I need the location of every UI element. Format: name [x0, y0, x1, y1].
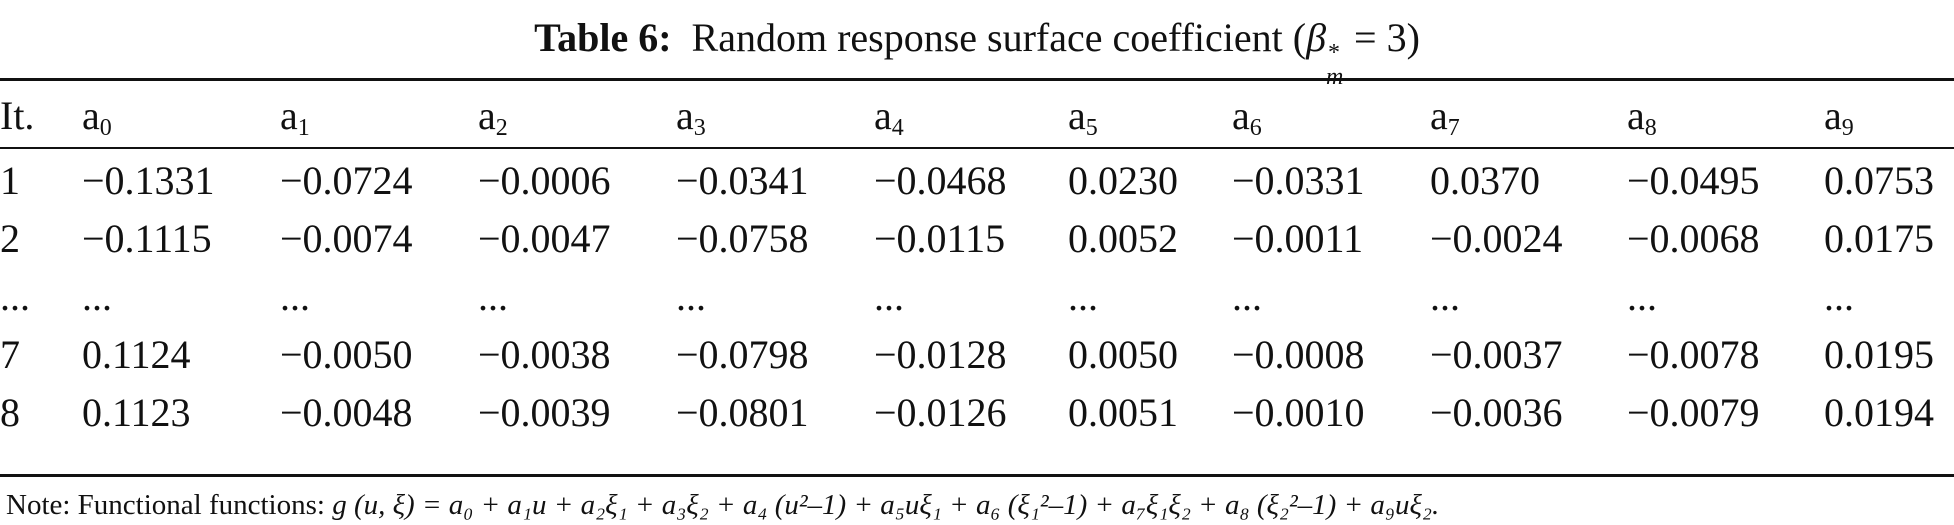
table-cell: ...	[1627, 274, 1657, 319]
table-cell: ...	[874, 274, 904, 319]
table-cell: −0.0037	[1430, 332, 1563, 377]
coefficient-table: It. a0 a1 a2 a3 a4 a5 a6 a7 a8 a9 1 −0.1331 −0.0724 −…	[0, 88, 1954, 442]
table-cell: −0.0008	[1232, 332, 1365, 377]
table-cell: −0.0011	[1232, 216, 1364, 261]
table-cell: −0.0495	[1627, 158, 1760, 203]
header-a4: a4	[874, 93, 904, 141]
table-cell: 0.0195	[1824, 332, 1934, 377]
table-row: .................................	[0, 268, 1954, 326]
header-iteration: It.	[0, 93, 35, 138]
table-cell: −0.0078	[1627, 332, 1760, 377]
table-cell: ...	[478, 274, 508, 319]
table-cell: −0.0126	[874, 390, 1007, 435]
header-a8: a8	[1627, 93, 1657, 141]
table-cell: 0.0194	[1824, 390, 1934, 435]
table-cell: ...	[280, 274, 310, 319]
top-rule	[0, 78, 1954, 81]
table-cell: −0.0724	[280, 158, 413, 203]
bottom-rule	[0, 474, 1954, 477]
table-cell: ...	[1430, 274, 1460, 319]
table-cell: −0.0068	[1627, 216, 1760, 261]
table-cell: −0.1115	[82, 216, 212, 261]
table-cell: −0.0128	[874, 332, 1007, 377]
table-cell: 0.0052	[1068, 216, 1178, 261]
beta-symbol: β * m	[1306, 15, 1344, 90]
note-prefix: Note: Functional functions:	[6, 489, 333, 521]
table-title: Table 6: Random response surface coeffic…	[0, 14, 1954, 90]
table-cell: 7	[0, 332, 20, 377]
table-cell: ...	[1068, 274, 1098, 319]
table-cell: 8	[0, 390, 20, 435]
table-cell: −0.0115	[874, 216, 1006, 261]
table-cell: ...	[676, 274, 706, 319]
table-cell: −0.0038	[478, 332, 611, 377]
header-a7: a7	[1430, 93, 1460, 141]
table-cell: 0.0370	[1430, 158, 1540, 203]
table-cell: −0.0047	[478, 216, 611, 261]
header-a2: a2	[478, 93, 508, 141]
table-cell: −0.0024	[1430, 216, 1563, 261]
table-cell: ...	[0, 274, 30, 319]
table-cell: 0.1123	[82, 390, 191, 435]
table-row: 2 −0.1115 −0.0074 −0.0047 −0.0758 −0.0115 0.00…	[0, 210, 1954, 268]
table-cell: −0.0758	[676, 216, 809, 261]
table-cell: 0.0051	[1068, 390, 1178, 435]
table-cell: −0.0798	[676, 332, 809, 377]
table-cell: −0.0048	[280, 390, 413, 435]
table-cell: ...	[1824, 274, 1854, 319]
table-cell: −0.0079	[1627, 390, 1760, 435]
table-cell: −0.0006	[478, 158, 611, 203]
header-a5: a5	[1068, 93, 1098, 141]
table-cell: −0.0074	[280, 216, 413, 261]
table-cell: −0.0331	[1232, 158, 1365, 203]
table-cell: −0.0036	[1430, 390, 1563, 435]
table-row: 8 0.1123 −0.0048 −0.0039 −0.0801 −0.0126 0.005…	[0, 384, 1954, 442]
table-cell: −0.1331	[82, 158, 215, 203]
table-cell: −0.0050	[280, 332, 413, 377]
header-rule	[0, 147, 1954, 149]
header-a1: a1	[280, 93, 310, 141]
table-cell: ...	[1232, 274, 1262, 319]
table-cell: 1	[0, 158, 20, 203]
table-cell: 0.1124	[82, 332, 191, 377]
table-body: 1 −0.1331 −0.0724 −0.0006 −0.0341 −0.0468 0.02…	[0, 144, 1954, 442]
table-row: 1 −0.1331 −0.0724 −0.0006 −0.0341 −0.0468 0.02…	[0, 144, 1954, 210]
table-cell: −0.0039	[478, 390, 611, 435]
table-cell: −0.0010	[1232, 390, 1365, 435]
header-a3: a3	[676, 93, 706, 141]
table-cell: −0.0341	[676, 158, 809, 203]
table-row: 7 0.1124 −0.0050 −0.0038 −0.0798 −0.0128 0.005…	[0, 326, 1954, 384]
table-caption: Random response surface coefficient (	[691, 15, 1307, 60]
table-cell: 0.0230	[1068, 158, 1178, 203]
table-cell: −0.0801	[676, 390, 809, 435]
table-cell: 0.0753	[1824, 158, 1934, 203]
table-cell: −0.0468	[874, 158, 1007, 203]
beta-value: = 3)	[1344, 15, 1420, 60]
table-cell: 2	[0, 216, 20, 261]
table-label: Table 6:	[534, 15, 672, 60]
table-header-row: It. a0 a1 a2 a3 a4 a5 a6 a7 a8 a9	[0, 88, 1954, 144]
table-cell: 0.0050	[1068, 332, 1178, 377]
header-a9: a9	[1824, 93, 1854, 141]
table-cell: ...	[82, 274, 112, 319]
table-cell: 0.0175	[1824, 216, 1934, 261]
header-a6: a6	[1232, 93, 1262, 141]
table-note: Note: Functional functions: g (u, ξ) = a…	[6, 488, 1439, 522]
header-a0: a0	[82, 93, 112, 141]
note-formula: g (u, ξ) = a₀ + a₁u + a₂ξ₁ + a₃ξ₂ + a₄ (…	[332, 489, 1440, 521]
